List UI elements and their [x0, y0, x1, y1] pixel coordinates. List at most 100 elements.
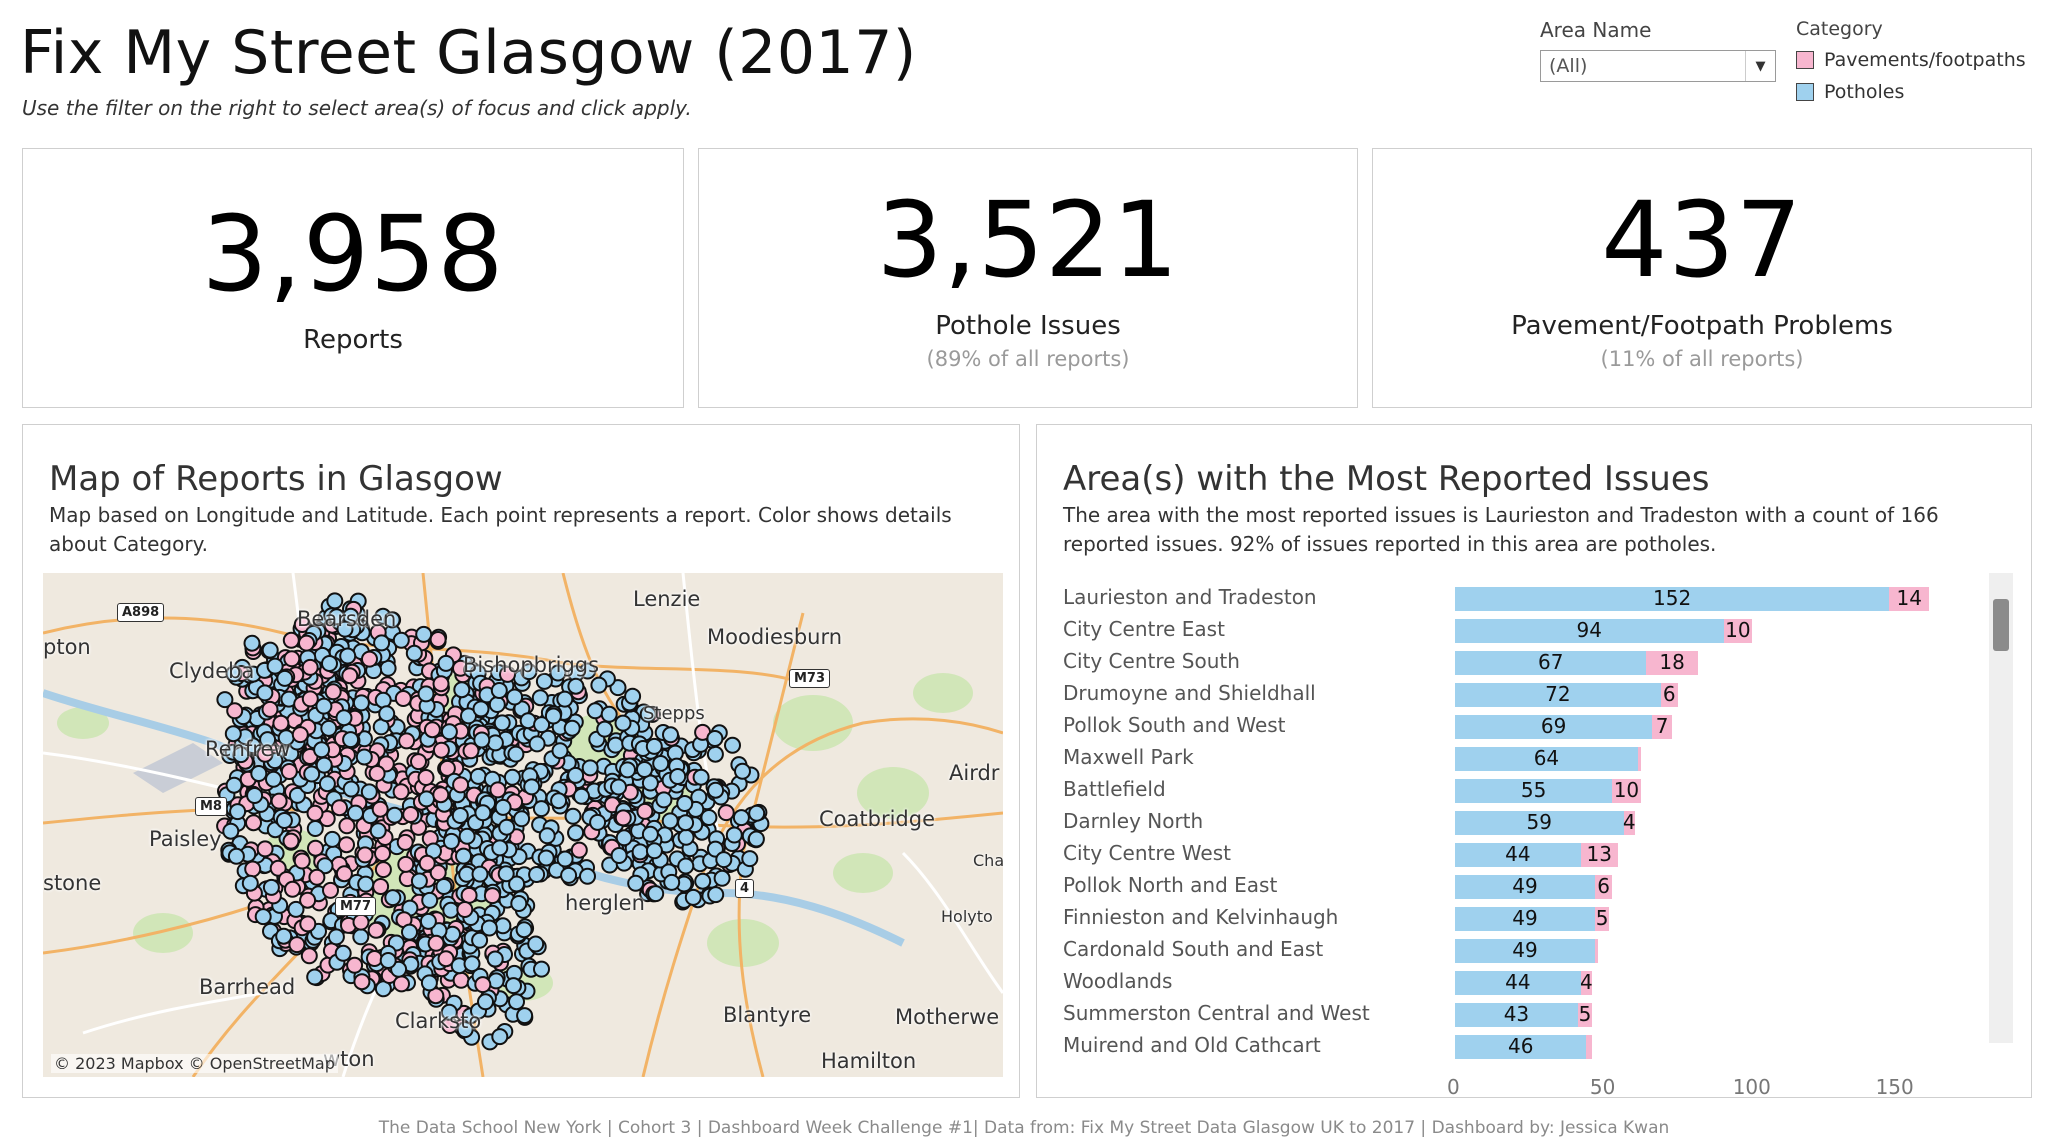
- report-point[interactable]: [610, 847, 628, 864]
- report-point[interactable]: [245, 814, 262, 832]
- bar-segment-pavements[interactable]: [1612, 779, 1641, 803]
- report-point[interactable]: [386, 806, 404, 824]
- report-point[interactable]: [645, 842, 663, 860]
- chevron-down-icon[interactable]: ▼: [1745, 51, 1775, 81]
- report-point[interactable]: [460, 886, 478, 904]
- report-point[interactable]: [432, 741, 450, 759]
- report-point[interactable]: [283, 650, 301, 668]
- report-point[interactable]: [262, 878, 280, 896]
- bar-segment-pavements[interactable]: [1646, 651, 1698, 675]
- report-point[interactable]: [306, 968, 324, 986]
- report-point[interactable]: [713, 869, 731, 887]
- report-point[interactable]: [318, 775, 336, 793]
- bar-segment-potholes[interactable]: [1455, 1035, 1587, 1059]
- report-point[interactable]: [513, 810, 531, 828]
- report-point[interactable]: [453, 681, 471, 699]
- bar-segment-pavements[interactable]: [1652, 715, 1673, 739]
- report-points[interactable]: [216, 592, 770, 1051]
- bar-segment-potholes[interactable]: [1455, 747, 1638, 771]
- report-point[interactable]: [410, 872, 428, 890]
- report-point[interactable]: [256, 745, 274, 763]
- bar-segment-pavements[interactable]: [1889, 587, 1930, 611]
- report-point[interactable]: [293, 616, 311, 633]
- bar-segment-potholes[interactable]: [1455, 683, 1661, 707]
- report-point[interactable]: [300, 947, 318, 965]
- report-point[interactable]: [261, 641, 279, 659]
- report-point[interactable]: [338, 836, 355, 854]
- report-point[interactable]: [355, 748, 373, 766]
- report-point[interactable]: [655, 791, 673, 809]
- report-point[interactable]: [384, 889, 402, 907]
- bar-segment-pavements[interactable]: [1595, 875, 1613, 899]
- report-point[interactable]: [261, 700, 279, 718]
- report-point[interactable]: [374, 861, 392, 879]
- report-point[interactable]: [336, 620, 354, 638]
- report-point[interactable]: [579, 867, 596, 885]
- bar-segment-potholes[interactable]: [1455, 651, 1647, 675]
- report-point[interactable]: [503, 768, 521, 786]
- report-point[interactable]: [520, 663, 538, 681]
- report-point[interactable]: [748, 804, 766, 822]
- bar-segment-pavements[interactable]: [1586, 1035, 1593, 1059]
- bar-segment-pavements[interactable]: [1595, 939, 1598, 963]
- report-point[interactable]: [471, 865, 489, 883]
- report-point[interactable]: [293, 852, 311, 870]
- report-point[interactable]: [473, 731, 491, 749]
- report-point[interactable]: [456, 1021, 474, 1039]
- report-point[interactable]: [254, 908, 272, 926]
- report-point[interactable]: [471, 931, 489, 949]
- report-point[interactable]: [420, 974, 438, 992]
- report-point[interactable]: [324, 683, 342, 701]
- bar-segment-pavements[interactable]: [1723, 619, 1753, 643]
- report-point[interactable]: [291, 726, 309, 744]
- report-point[interactable]: [624, 687, 642, 705]
- bar-segment-potholes[interactable]: [1455, 619, 1724, 643]
- report-point[interactable]: [315, 697, 333, 715]
- report-point[interactable]: [438, 759, 456, 777]
- report-point[interactable]: [287, 900, 305, 918]
- report-point[interactable]: [707, 886, 725, 904]
- report-point[interactable]: [452, 776, 470, 794]
- stacked-bar-chart[interactable]: Laurieston and Tradeston 152 14 City Centre…: [1063, 573, 2013, 1099]
- report-point[interactable]: [265, 770, 282, 788]
- report-point[interactable]: [246, 787, 264, 804]
- bar-segment-potholes[interactable]: [1455, 907, 1595, 931]
- report-point[interactable]: [299, 891, 317, 909]
- report-point[interactable]: [250, 765, 268, 782]
- report-point[interactable]: [374, 845, 391, 862]
- report-point[interactable]: [360, 783, 378, 801]
- report-point[interactable]: [418, 854, 436, 872]
- report-point[interactable]: [241, 874, 259, 892]
- report-point[interactable]: [567, 766, 585, 784]
- report-point[interactable]: [335, 709, 353, 727]
- report-point[interactable]: [493, 714, 511, 732]
- report-map[interactable]: Bearsden Lenzie Moodiesburn Clydeba Bish…: [43, 573, 1003, 1077]
- bar-segment-potholes[interactable]: [1455, 1003, 1578, 1027]
- report-point[interactable]: [564, 807, 582, 825]
- report-point[interactable]: [331, 799, 348, 817]
- report-point[interactable]: [494, 798, 512, 816]
- report-point[interactable]: [356, 846, 374, 864]
- report-point[interactable]: [307, 839, 324, 857]
- report-point[interactable]: [596, 720, 614, 738]
- bar-segment-potholes[interactable]: [1455, 779, 1613, 803]
- report-point[interactable]: [570, 841, 588, 859]
- report-point[interactable]: [308, 868, 326, 886]
- report-point[interactable]: [607, 736, 624, 754]
- bar-segment-potholes[interactable]: [1455, 715, 1653, 739]
- report-point[interactable]: [334, 944, 352, 962]
- bar-segment-potholes[interactable]: [1455, 843, 1581, 867]
- report-point[interactable]: [275, 812, 293, 829]
- report-point[interactable]: [647, 885, 665, 903]
- report-point[interactable]: [432, 786, 450, 804]
- report-point[interactable]: [544, 707, 562, 725]
- report-point[interactable]: [282, 832, 300, 850]
- bar-segment-potholes[interactable]: [1455, 971, 1581, 995]
- report-point[interactable]: [573, 787, 590, 805]
- report-point[interactable]: [507, 745, 525, 763]
- report-point[interactable]: [352, 928, 370, 946]
- report-point[interactable]: [357, 875, 375, 893]
- report-point[interactable]: [227, 847, 245, 865]
- report-point[interactable]: [581, 759, 599, 777]
- report-point[interactable]: [418, 790, 435, 808]
